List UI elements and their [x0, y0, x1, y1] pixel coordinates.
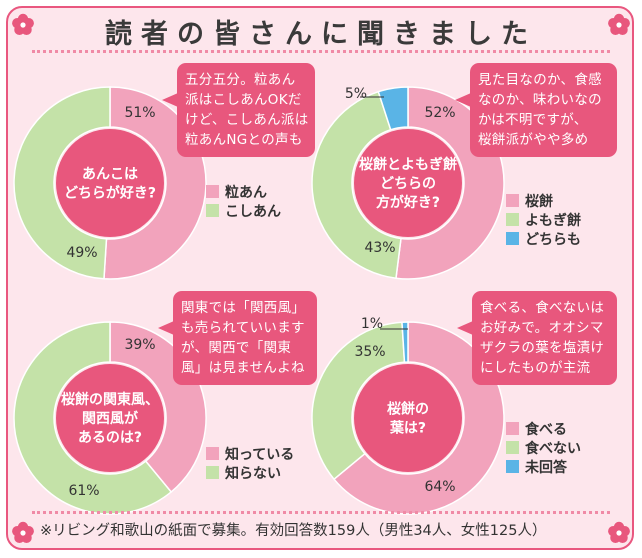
percent-label: 43% [364, 240, 395, 256]
legend-swatch [206, 185, 219, 198]
legend-label: 食べない [525, 440, 581, 457]
center-text: 葉は? [389, 420, 426, 437]
legend-label: 粒あん [225, 184, 267, 201]
comment-line: ザクラの葉を塩漬け [480, 340, 605, 356]
legend-swatch [506, 213, 519, 226]
comment-line: 派はこしあんOKだ [185, 92, 302, 108]
comment-line: 五分五分。粒あん [185, 72, 296, 88]
comment-line: かは不明ですが、 [478, 112, 588, 128]
comment-line: にしたものが主流 [480, 360, 591, 376]
center-circle [56, 364, 164, 472]
comment-bubble-4: 食べる、食べないは お好みで。オオシマ ザクラの葉を塩漬け にしたものが主流 [457, 291, 617, 385]
slice-こしあん [13, 86, 111, 280]
comment-line: が、関西で「関東 [181, 340, 292, 356]
legend-label: どちらも [525, 232, 581, 248]
legend-swatch [206, 466, 219, 479]
legend-label: 知らない [225, 465, 281, 482]
comment-line: なのか、味わいなの [478, 92, 602, 108]
flower-icon [12, 13, 34, 36]
legend-swatch [506, 232, 519, 245]
center-circle [354, 129, 462, 237]
comment-bubble-3: 関東では「関西風」 も売られていいます が、関西で「関東 風」は見ませんよね [158, 291, 317, 385]
legend-label: 食べる [525, 421, 567, 438]
comment-line: 見た目なのか、食感 [478, 72, 602, 88]
bubble-tail [158, 321, 174, 335]
bubble-tail [162, 93, 178, 107]
divider [32, 50, 610, 53]
percent-label: 51% [124, 105, 155, 121]
percent-label: 39% [124, 337, 155, 353]
comment-bubble-1: 五分五分。粒あん 派はこしあんOKだ けど、こしあん派は 粒あんNGとの声も [162, 63, 315, 157]
slice-未回答 [401, 321, 409, 363]
percent-label: 61% [68, 483, 99, 499]
footnote: ※リビング和歌山の紙面で募集。有効回答数159人（男性34人、女性125人） [40, 523, 547, 539]
flower-icon [608, 521, 630, 544]
center-text: 方が好き? [376, 194, 440, 211]
slice-よもぎ餅 [311, 90, 402, 280]
comment-line: 関東では「関西風」 [181, 300, 306, 316]
comment-bubble-2: 見た目なのか、食感 なのか、味わいなの かは不明ですが、 桜餅派がやや多め [455, 63, 617, 157]
page-title: 読者の皆さんに聞きました [105, 19, 537, 50]
flower-icon [12, 521, 34, 544]
legend-label: 知っている [225, 446, 294, 463]
comment-line: 風」は見ませんよね [181, 360, 305, 376]
center-text: どちらが好き? [64, 185, 156, 202]
center-text: 関西風が [82, 410, 139, 427]
center-circle [56, 129, 164, 237]
flower-icon [608, 13, 630, 36]
percent-label: 49% [66, 245, 97, 261]
legend-swatch [206, 204, 219, 217]
percent-label: 35% [354, 344, 385, 360]
slice-どちらも [377, 86, 409, 131]
center-text: 桜餅とよもぎ餅 [359, 156, 457, 173]
legend-swatch [506, 441, 519, 454]
comment-line: 食べる、食べないは [480, 300, 605, 316]
center-text: どちらの [380, 176, 436, 192]
percent-label: 1% [361, 316, 383, 332]
legend-label: 桜餅 [525, 193, 553, 210]
center-text: あんこは [82, 167, 138, 183]
slice-知らない [13, 321, 173, 515]
comment-line: 桜餅派がやや多め [478, 132, 589, 148]
legend-swatch [506, 194, 519, 207]
comment-line: お好みで。オオシマ [480, 320, 604, 336]
center-text: あるのは? [78, 430, 142, 446]
legend-label: こしあん [225, 204, 281, 220]
legend-label: よもぎ餅 [525, 212, 581, 229]
percent-label: 5% [345, 86, 367, 102]
comment-line: けど、こしあん派は [185, 112, 309, 128]
comment-line: 粒あんNGとの声も [185, 132, 303, 148]
comment-line: も売られていいます [181, 320, 305, 336]
legend-swatch [206, 447, 219, 460]
center-text: 桜餅の [387, 401, 429, 418]
divider [32, 511, 610, 514]
slice-食べない [311, 321, 406, 481]
center-circle [354, 364, 462, 472]
center-text: 桜餅の関東風、 [61, 391, 159, 408]
legend-swatch [506, 460, 519, 473]
percent-label: 52% [424, 105, 455, 121]
bubble-tail [457, 321, 473, 335]
legend-label: 未回答 [525, 459, 568, 476]
bubble-tail [455, 93, 471, 107]
legend-swatch [506, 422, 519, 435]
percent-label: 64% [424, 479, 455, 495]
